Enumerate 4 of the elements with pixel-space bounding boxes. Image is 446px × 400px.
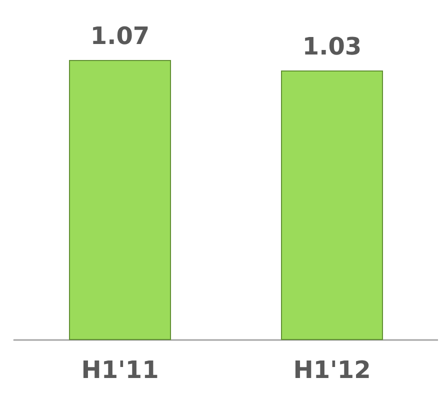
x-tick-label: H1'11 bbox=[81, 356, 159, 384]
x-tick-label: H1'12 bbox=[293, 356, 371, 384]
data-label: 1.03 bbox=[302, 32, 362, 60]
data-label: 1.07 bbox=[90, 22, 150, 50]
